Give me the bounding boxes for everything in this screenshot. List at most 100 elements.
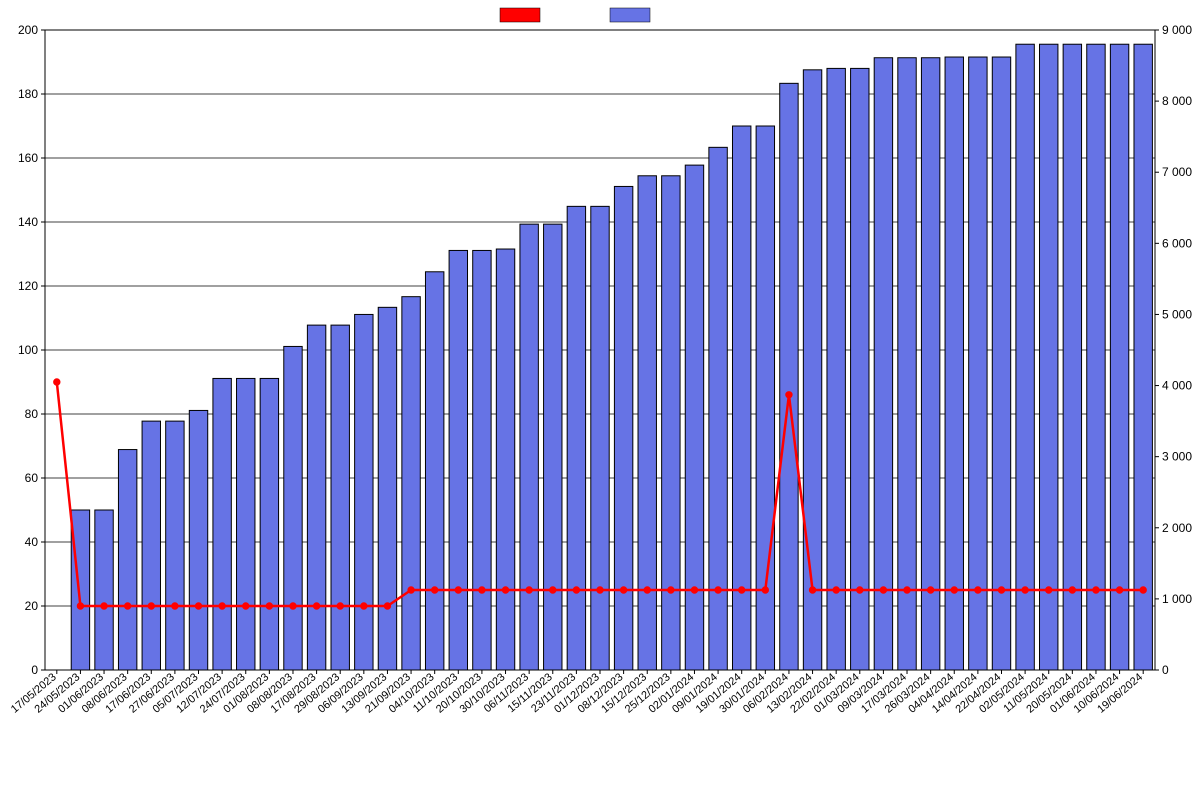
- bar: [851, 68, 869, 670]
- line-marker: [1140, 587, 1146, 593]
- line-marker: [809, 587, 815, 593]
- line-marker: [833, 587, 839, 593]
- bar: [95, 510, 113, 670]
- y-left-tick-label: 140: [18, 215, 38, 229]
- bar: [402, 297, 420, 670]
- line-marker: [124, 603, 130, 609]
- line-marker: [975, 587, 981, 593]
- bar: [662, 176, 680, 670]
- bar: [1016, 44, 1034, 670]
- bar: [355, 314, 373, 670]
- line-marker: [550, 587, 556, 593]
- bar: [614, 186, 632, 670]
- y-left-tick-label: 160: [18, 151, 38, 165]
- bar: [1063, 44, 1081, 670]
- line-marker: [502, 587, 508, 593]
- y-right-tick-label: 2 000: [1162, 521, 1192, 535]
- line-marker: [337, 603, 343, 609]
- line-marker: [691, 587, 697, 593]
- bar: [213, 378, 231, 670]
- bar: [945, 57, 963, 670]
- bar: [449, 250, 467, 670]
- line-marker: [526, 587, 532, 593]
- bar: [992, 57, 1010, 670]
- bar: [898, 58, 916, 670]
- y-left-tick-label: 60: [25, 471, 39, 485]
- bar: [237, 378, 255, 670]
- line-marker: [54, 379, 60, 385]
- bar: [118, 450, 136, 670]
- bar: [1040, 44, 1058, 670]
- y-right-tick-label: 5 000: [1162, 307, 1192, 321]
- line-marker: [219, 603, 225, 609]
- line-marker: [998, 587, 1004, 593]
- line-marker: [573, 587, 579, 593]
- bar: [307, 325, 325, 670]
- bar: [166, 421, 184, 670]
- line-marker: [479, 587, 485, 593]
- bar: [142, 421, 160, 670]
- y-left-tick-label: 40: [25, 535, 39, 549]
- legend: [500, 8, 650, 22]
- line-marker: [715, 587, 721, 593]
- y-right-tick-label: 6 000: [1162, 236, 1192, 250]
- line-marker: [1069, 587, 1075, 593]
- line-marker: [786, 392, 792, 398]
- legend-swatch-line: [500, 8, 540, 22]
- dual-axis-chart: 02040608010012014016018020001 0002 0003 …: [0, 0, 1200, 800]
- y-left-tick-label: 180: [18, 87, 38, 101]
- bar: [189, 410, 207, 670]
- line-marker: [644, 587, 650, 593]
- bar: [1134, 44, 1152, 670]
- line-marker: [951, 587, 957, 593]
- bar: [567, 206, 585, 670]
- bar: [638, 176, 656, 670]
- y-right-tick-label: 8 000: [1162, 94, 1192, 108]
- y-right-tick-label: 0: [1162, 663, 1169, 677]
- line-marker: [266, 603, 272, 609]
- line-marker: [290, 603, 296, 609]
- line-marker: [431, 587, 437, 593]
- line-marker: [857, 587, 863, 593]
- line-marker: [1093, 587, 1099, 593]
- y-left-tick-label: 80: [25, 407, 39, 421]
- line-marker: [1116, 587, 1122, 593]
- y-right-tick-label: 1 000: [1162, 592, 1192, 606]
- bar: [473, 250, 491, 670]
- line-marker: [195, 603, 201, 609]
- line-marker: [172, 603, 178, 609]
- bar: [921, 58, 939, 670]
- line-marker: [620, 587, 626, 593]
- y-left-tick-label: 0: [31, 663, 38, 677]
- chart-svg: 02040608010012014016018020001 0002 0003 …: [0, 0, 1200, 800]
- line-marker: [361, 603, 367, 609]
- line-marker: [384, 603, 390, 609]
- legend-swatch-bar: [610, 8, 650, 22]
- line-marker: [243, 603, 249, 609]
- line-marker: [77, 603, 83, 609]
- bar: [874, 58, 892, 670]
- line-marker: [1022, 587, 1028, 593]
- line-marker: [455, 587, 461, 593]
- bar: [425, 272, 443, 670]
- y-right-tick-label: 3 000: [1162, 450, 1192, 464]
- y-left-tick-label: 200: [18, 23, 38, 37]
- line-marker: [597, 587, 603, 593]
- bar: [520, 224, 538, 670]
- y-right-tick-label: 7 000: [1162, 165, 1192, 179]
- line-marker: [101, 603, 107, 609]
- y-left-tick-label: 100: [18, 343, 38, 357]
- line-marker: [762, 587, 768, 593]
- bar: [544, 224, 562, 670]
- bar: [378, 307, 396, 670]
- bar: [685, 165, 703, 670]
- line-marker: [313, 603, 319, 609]
- bar: [331, 325, 349, 670]
- bar: [284, 346, 302, 670]
- y-right-tick-label: 9 000: [1162, 23, 1192, 37]
- y-left-tick-label: 120: [18, 279, 38, 293]
- line-marker: [408, 587, 414, 593]
- line-marker: [668, 587, 674, 593]
- bar: [827, 68, 845, 670]
- bar: [1110, 44, 1128, 670]
